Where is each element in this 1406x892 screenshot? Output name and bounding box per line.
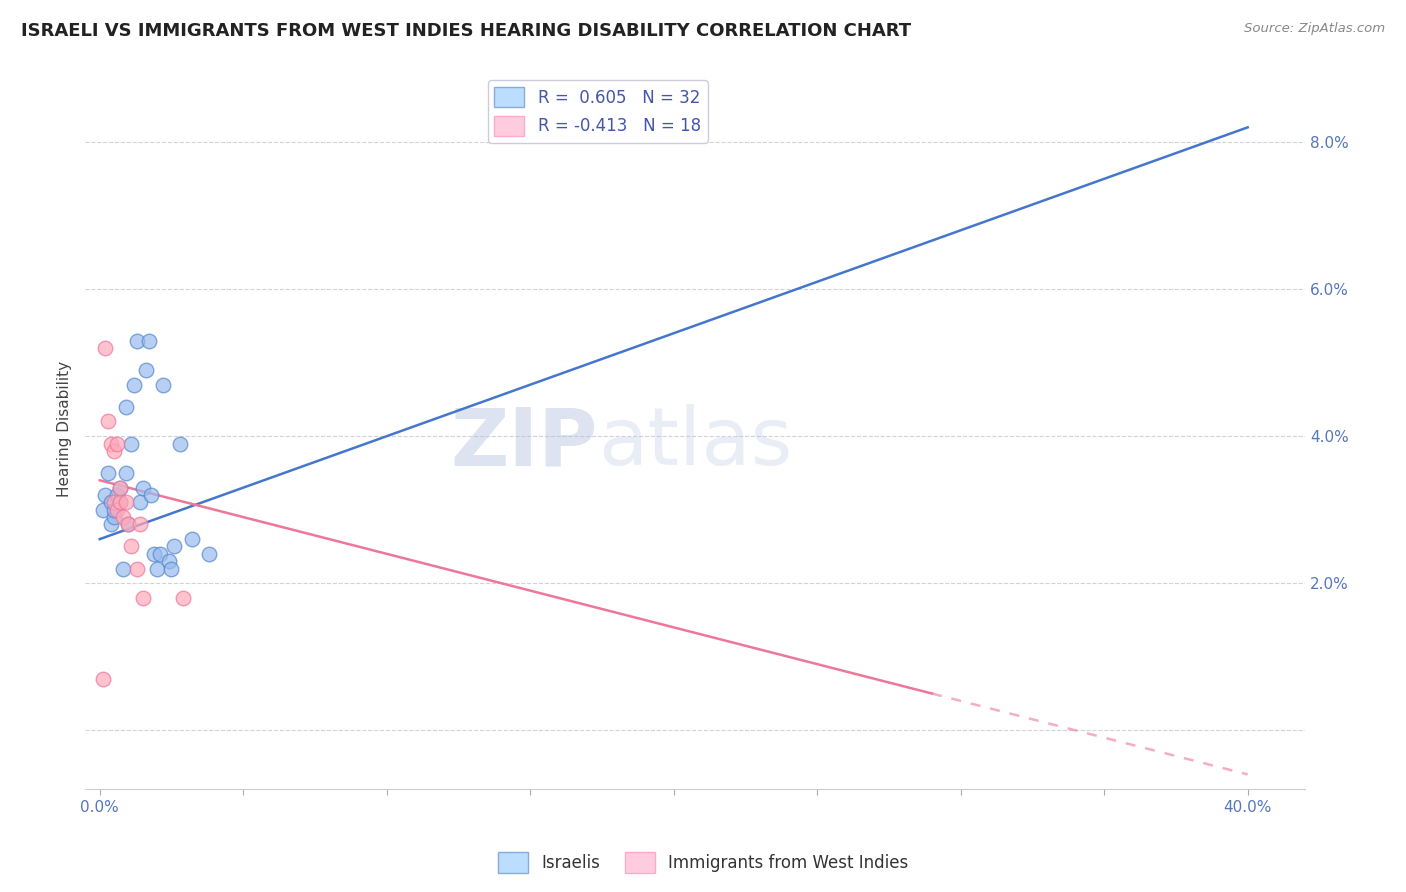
Point — [114, 466, 136, 480]
Point — [94, 488, 117, 502]
Point — [111, 561, 134, 575]
Point — [138, 334, 160, 348]
Point — [105, 488, 128, 502]
Y-axis label: Hearing Disability: Hearing Disability — [58, 360, 72, 497]
Point — [91, 672, 114, 686]
Point — [108, 495, 131, 509]
Point — [103, 443, 125, 458]
Point — [129, 517, 152, 532]
Legend: Israelis, Immigrants from West Indies: Israelis, Immigrants from West Indies — [491, 846, 915, 880]
Point — [108, 495, 131, 509]
Point — [97, 415, 120, 429]
Point — [103, 510, 125, 524]
Point — [146, 561, 169, 575]
Point — [135, 363, 157, 377]
Text: atlas: atlas — [598, 404, 792, 483]
Point — [180, 532, 202, 546]
Point — [129, 495, 152, 509]
Point — [120, 540, 142, 554]
Point — [160, 561, 183, 575]
Point — [103, 495, 125, 509]
Point — [94, 341, 117, 355]
Text: Source: ZipAtlas.com: Source: ZipAtlas.com — [1244, 22, 1385, 36]
Point — [103, 502, 125, 516]
Point — [108, 481, 131, 495]
Point — [157, 554, 180, 568]
Point — [108, 481, 131, 495]
Point — [122, 377, 145, 392]
Text: ISRAELI VS IMMIGRANTS FROM WEST INDIES HEARING DISABILITY CORRELATION CHART: ISRAELI VS IMMIGRANTS FROM WEST INDIES H… — [21, 22, 911, 40]
Point — [169, 436, 191, 450]
Point — [132, 591, 155, 605]
Point — [149, 547, 172, 561]
Point — [114, 495, 136, 509]
Point — [97, 466, 120, 480]
Point — [125, 561, 148, 575]
Point — [117, 517, 139, 532]
Point — [197, 547, 219, 561]
Point — [111, 510, 134, 524]
Point — [91, 502, 114, 516]
Point — [105, 502, 128, 516]
Point — [141, 488, 163, 502]
Point — [100, 495, 122, 509]
Point — [163, 540, 186, 554]
Point — [114, 400, 136, 414]
Point — [105, 436, 128, 450]
Point — [100, 436, 122, 450]
Point — [100, 517, 122, 532]
Point — [152, 377, 174, 392]
Text: ZIP: ZIP — [450, 404, 598, 483]
Point — [120, 436, 142, 450]
Legend: R =  0.605   N = 32, R = -0.413   N = 18: R = 0.605 N = 32, R = -0.413 N = 18 — [488, 80, 707, 143]
Point — [125, 334, 148, 348]
Point — [143, 547, 166, 561]
Point — [132, 481, 155, 495]
Point — [172, 591, 194, 605]
Point — [117, 517, 139, 532]
